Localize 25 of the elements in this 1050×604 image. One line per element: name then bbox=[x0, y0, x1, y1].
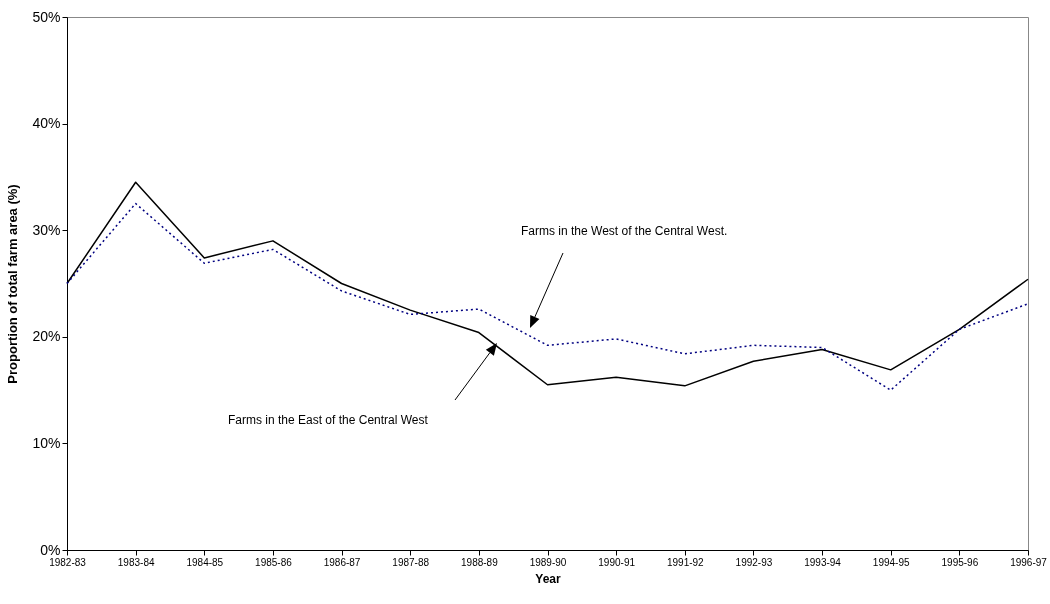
annotation: Farms in the West of the Central West. bbox=[521, 224, 728, 238]
y-axis-title: Proportion of total farm area (%) bbox=[5, 184, 21, 384]
x-tick-label: 1993-94 bbox=[804, 556, 842, 568]
x-tick-label: 1994-95 bbox=[872, 556, 910, 568]
x-tick-label: 1996-97 bbox=[1010, 556, 1048, 568]
y-tick-label: 30% bbox=[32, 221, 61, 238]
x-tick-label: 1989-90 bbox=[529, 556, 567, 568]
y-tick-label: 10% bbox=[32, 434, 61, 451]
y-tick-label: 50% bbox=[32, 8, 61, 25]
x-tick-label: 1991-92 bbox=[666, 556, 705, 568]
x-tick-label: 1983-84 bbox=[117, 556, 155, 568]
x-tick-label: 1986-87 bbox=[323, 556, 361, 568]
annotation: Farms in the East of the Central West bbox=[228, 413, 429, 427]
y-tick-label: 0% bbox=[40, 541, 61, 558]
x-axis-title: Year bbox=[535, 571, 562, 586]
x-tick-label: 1984-85 bbox=[186, 556, 224, 568]
x-tick-label: 1988-89 bbox=[461, 556, 499, 568]
x-tick-label: 1985-86 bbox=[255, 556, 293, 568]
y-tick-label: 20% bbox=[32, 328, 61, 345]
x-tick-label: 1995-96 bbox=[941, 556, 979, 568]
y-tick-label: 40% bbox=[32, 115, 61, 132]
x-tick-label: 1987-88 bbox=[392, 556, 430, 568]
x-tick-label: 1990-91 bbox=[598, 556, 636, 568]
x-tick-label: 1982-83 bbox=[49, 556, 87, 568]
x-tick-label: 1992-93 bbox=[735, 556, 773, 568]
